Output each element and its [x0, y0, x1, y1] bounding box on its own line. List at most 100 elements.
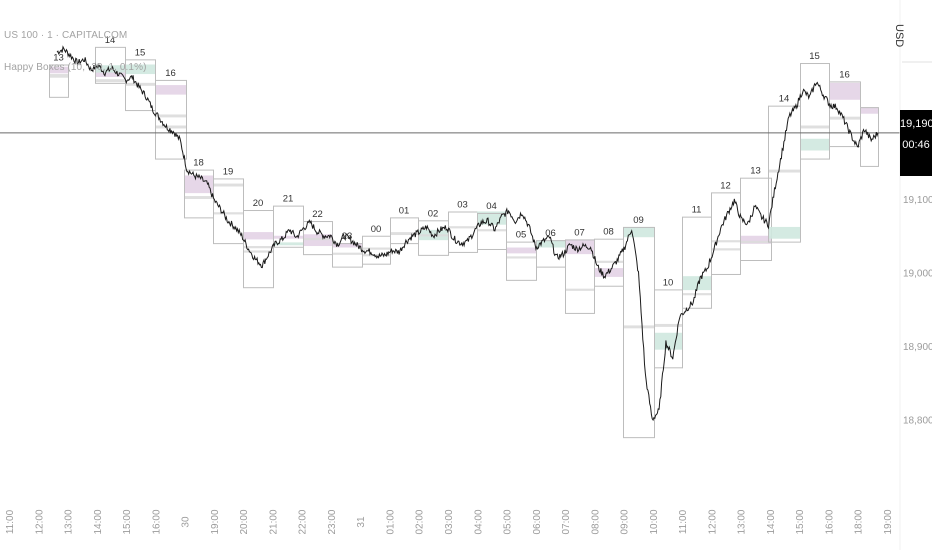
time-tick-label: 18:00 [854, 509, 865, 534]
price-tick-label: 18,900.0 [903, 342, 932, 353]
happy-box [243, 210, 274, 289]
neutral-zone [654, 323, 682, 327]
bull-zone [273, 242, 303, 246]
box-outline [711, 192, 741, 275]
box-label: 11 [692, 205, 702, 216]
happy-box [506, 241, 537, 281]
box-label: 19 [223, 166, 234, 177]
currency-label[interactable]: USD [893, 24, 905, 48]
box-label: 08 [603, 227, 614, 238]
bear-zone [273, 235, 303, 239]
box-label: 09 [633, 215, 644, 226]
box-label: 05 [516, 230, 527, 241]
price-tick-label: 19,100.0 [903, 195, 932, 206]
bull-zone [477, 211, 506, 225]
box-label: 07 [574, 227, 585, 238]
happy-box [273, 205, 304, 248]
happy-box [565, 239, 595, 314]
bear-zone [243, 232, 273, 240]
time-tick-label: 12:00 [707, 509, 718, 534]
price-tick-label: 18,800.0 [903, 416, 932, 427]
happy-box [448, 211, 478, 253]
bull-zone [536, 240, 565, 248]
time-tick-label: 05:00 [503, 509, 514, 534]
box-outline [477, 212, 507, 250]
box-outline [273, 205, 304, 248]
time-tick-label: 16:00 [151, 509, 162, 534]
neutral-zone [682, 293, 711, 296]
bull-zone [682, 276, 711, 291]
time-tick-label: 13:00 [737, 509, 748, 534]
last-price-badge: 19,190.2 00:46 [900, 110, 932, 176]
happy-box [682, 216, 712, 309]
time-tick-label: 08:00 [590, 509, 601, 534]
box-label: 00 [371, 224, 382, 235]
neutral-zone [155, 125, 186, 129]
happy-box [654, 289, 683, 369]
box-outline [213, 178, 244, 245]
box-label: 21 [283, 194, 294, 205]
time-tick-label: 13:00 [64, 509, 75, 534]
box-outline [243, 210, 274, 289]
box-label: 14 [105, 35, 116, 46]
bull-zone [800, 138, 829, 151]
neutral-zone [740, 240, 771, 244]
neutral-zone [448, 226, 477, 229]
neutral-zone [711, 240, 740, 243]
neutral-zone [243, 250, 273, 253]
neutral-zone [213, 183, 243, 187]
time-tick-label: 11:00 [5, 509, 16, 534]
happy-box [362, 235, 391, 265]
happy-box [768, 105, 801, 243]
box-outline [768, 105, 801, 243]
box-outline [448, 211, 478, 253]
price-axis[interactable]: 19,100.0 19,000.0 18,900.0 18,800.0 [903, 195, 932, 427]
box-label: 16 [839, 69, 850, 80]
box-outline [362, 235, 391, 265]
price-tick-label: 19,000.0 [903, 269, 932, 280]
time-axis[interactable]: 11:00 12:00 13:00 14:00 15:00 16:00 30 19:00 20:… [5, 509, 894, 534]
neutral-zone [184, 196, 213, 199]
box-outline [155, 79, 187, 160]
bear-zone [49, 66, 68, 74]
box-label: 18 [193, 158, 204, 169]
happy-box [477, 211, 507, 250]
neutral-zone [125, 82, 155, 86]
box-outline [740, 177, 772, 262]
box-outline [49, 64, 69, 98]
happy-box [829, 81, 861, 148]
box-label: 01 [399, 205, 410, 216]
happy-box [184, 169, 214, 219]
symbol-legend[interactable]: US 100 · 1 · CAPITALCOM [4, 30, 128, 41]
bear-zone [332, 243, 362, 248]
box-label: 14 [779, 94, 790, 105]
bull-zone [95, 65, 125, 73]
time-tick-label: 09:00 [620, 509, 631, 534]
box-outline [390, 217, 419, 245]
box-label: 23 [342, 231, 353, 242]
box-label: 13 [750, 166, 761, 177]
bull-zone [125, 64, 155, 75]
bull-zone [623, 226, 654, 238]
time-tick-label: 16:00 [824, 509, 835, 534]
bear-zone [860, 107, 878, 114]
box-label: 06 [545, 228, 556, 239]
time-tick-label: 15:00 [122, 509, 133, 534]
time-tick-label: 12:00 [34, 509, 45, 534]
neutral-zone [565, 288, 594, 291]
indicator-legend[interactable]: Happy Boxes (10, -30, 1, 0.1%) [4, 62, 147, 73]
box-labels-layer: 13 14 15 16 18 19 20 21 22 23 00 01 02 03 04 05 06 07 08 09… [53, 35, 850, 289]
neutral-zone [768, 169, 800, 173]
time-tick-label: 19:00 [210, 509, 221, 534]
happy-box [390, 217, 419, 245]
box-label: 12 [720, 180, 731, 191]
time-tick-label: 20:00 [239, 509, 250, 534]
box-label: 20 [253, 198, 264, 209]
box-outline [623, 226, 655, 439]
time-tick-label: 31 [356, 516, 367, 528]
neutral-zone [213, 212, 243, 215]
box-outline [654, 289, 683, 369]
happy-box [594, 238, 624, 287]
